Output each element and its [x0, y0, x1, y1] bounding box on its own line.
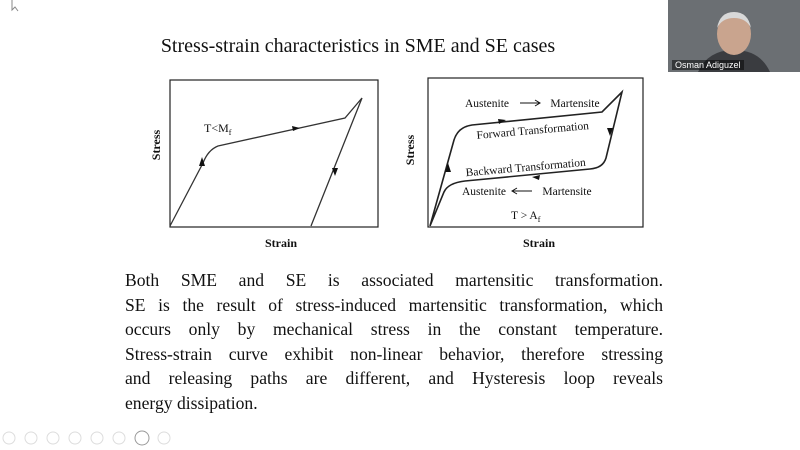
condition-main: T<M — [204, 121, 229, 135]
cursor — [11, 0, 19, 12]
condition-sub: f — [538, 215, 541, 224]
x-label: Strain — [265, 236, 297, 250]
right-diagram: Stress Strain Austenite Martensite Forwa… — [403, 77, 644, 250]
more-button[interactable] — [157, 431, 171, 445]
slide-title: Stress-strain characteristics in SME and… — [161, 35, 556, 57]
webcam: Osman Adiguzel — [668, 0, 800, 72]
text-line: and releasing paths are different, and H… — [125, 368, 663, 389]
arrow — [445, 163, 451, 172]
condition: T<Mf — [204, 121, 232, 137]
text-line: energy dissipation. — [125, 392, 258, 413]
left-diagram: Stress Strain T<Mf — [149, 79, 379, 250]
arrow — [607, 128, 613, 136]
body-text: Both SME and SE is associated martensiti… — [125, 268, 663, 416]
next-button[interactable] — [24, 431, 38, 445]
text-line: Stress-strain curve exhibit non-linear b… — [125, 343, 663, 364]
y-label: Stress — [403, 134, 417, 165]
label: Austenite — [465, 98, 509, 110]
zoom-button[interactable] — [90, 431, 104, 445]
arrow — [532, 175, 540, 180]
arrow — [332, 168, 338, 176]
label: Martensite — [542, 186, 591, 198]
arrow — [199, 157, 205, 166]
frame — [427, 77, 644, 228]
frame — [169, 79, 379, 228]
arrow — [292, 126, 300, 131]
condition: T > Af — [511, 210, 541, 224]
condition-sub: f — [229, 128, 232, 137]
x-label: Strain — [523, 236, 555, 250]
text-line: occurs only by mechanical stress in the … — [125, 319, 663, 340]
y-label: Stress — [149, 129, 163, 160]
hysteresis-loop — [429, 89, 624, 227]
subtitle-button[interactable] — [112, 431, 126, 445]
participant-name: Osman Adiguzel — [672, 60, 744, 70]
text-line: SE is the result of stress-induced marte… — [125, 294, 663, 315]
arrow — [498, 119, 506, 124]
label: Austenite — [462, 186, 506, 198]
arrow-right — [520, 99, 541, 107]
curve — [169, 97, 363, 227]
text-line: Both SME and SE is associated martensiti… — [125, 270, 663, 290]
pen-button[interactable] — [46, 431, 60, 445]
camera-button[interactable] — [134, 430, 150, 446]
label: Martensite — [550, 98, 599, 110]
arrow-left — [511, 187, 532, 195]
slides-button[interactable] — [68, 431, 82, 445]
toolbar — [2, 430, 171, 446]
condition-main: T > A — [511, 210, 538, 222]
prev-button[interactable] — [2, 431, 16, 445]
